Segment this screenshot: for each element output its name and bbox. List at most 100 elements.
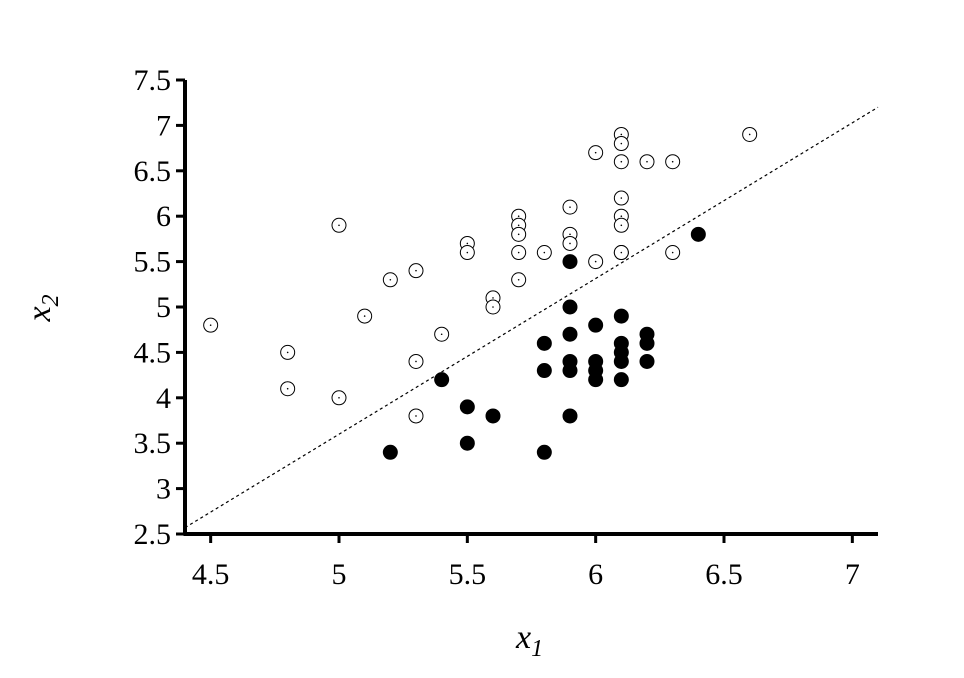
- data-point-open-center: [543, 251, 546, 254]
- x-tick-label: 5.5: [449, 558, 487, 591]
- data-point-open-center: [389, 278, 392, 281]
- data-point-open: [280, 381, 296, 397]
- data-point-open-center: [415, 269, 417, 272]
- x-tick-label: 4.5: [192, 558, 230, 591]
- data-point-open-center: [620, 142, 623, 145]
- y-tick-label: 3.5: [134, 427, 172, 460]
- data-point-filled: [562, 299, 578, 315]
- y-axis-title-base: x: [21, 306, 58, 322]
- data-point-open: [511, 245, 527, 261]
- data-point-open: [639, 154, 655, 170]
- decision-boundary: [184, 106, 879, 529]
- y-axis-title: x2: [21, 294, 64, 322]
- data-point-open: [665, 154, 681, 170]
- data-point-filled: [536, 444, 552, 460]
- y-tick-label: 6: [156, 200, 171, 233]
- data-point-open: [562, 199, 578, 215]
- y-tick-label: 5.5: [134, 246, 172, 279]
- data-point-open: [536, 245, 552, 261]
- data-point-open: [613, 154, 629, 170]
- x-axis-title: x1: [515, 619, 543, 662]
- x-tick-label: 7: [845, 558, 860, 591]
- data-point-open-center: [440, 333, 443, 336]
- data-point-open-center: [671, 160, 674, 163]
- data-point-filled: [588, 372, 604, 388]
- data-point-open-center: [517, 233, 520, 236]
- data-point-open: [408, 263, 424, 279]
- data-point-open: [588, 145, 604, 161]
- data-point-open: [613, 190, 629, 206]
- data-point-open: [408, 353, 424, 369]
- data-point-open: [742, 126, 758, 142]
- data-point-open-center: [517, 278, 520, 281]
- data-point-open-center: [620, 251, 623, 254]
- x-tick-label: 5: [332, 558, 347, 591]
- data-point-filled: [639, 335, 655, 351]
- data-point-open-center: [415, 360, 417, 363]
- data-point-open: [665, 245, 681, 261]
- data-point-open-center: [646, 160, 648, 163]
- axes: [176, 78, 878, 543]
- data-point-open-center: [286, 387, 289, 390]
- data-point-open-center: [620, 160, 623, 163]
- data-point-open: [588, 254, 604, 270]
- data-point-open-center: [569, 242, 571, 245]
- data-point-open-center: [466, 242, 469, 245]
- y-tick-label: 7: [156, 109, 171, 142]
- data-point-open: [613, 217, 629, 233]
- data-point-filled: [459, 435, 475, 451]
- data-point-filled: [562, 363, 578, 379]
- data-point-open: [434, 326, 450, 342]
- data-point-open: [613, 245, 629, 261]
- data-point-open-center: [620, 224, 623, 227]
- x-axis-title-subscript: 1: [531, 636, 543, 662]
- data-point-open: [331, 217, 347, 233]
- y-tick-label: 4: [156, 382, 171, 415]
- data-point-open-center: [569, 206, 571, 208]
- data-point-open: [382, 272, 398, 288]
- data-point-open-center: [620, 215, 623, 217]
- data-point-open: [511, 272, 527, 288]
- data-point-filled: [562, 326, 578, 342]
- data-point-filled: [434, 372, 450, 388]
- x-tick-label: 6.5: [705, 558, 743, 591]
- y-tick-label: 7.5: [134, 64, 172, 97]
- data-point-filled: [639, 353, 655, 369]
- y-tick-label: 2.5: [134, 518, 172, 551]
- data-point-filled: [382, 444, 398, 460]
- data-point-open-center: [517, 224, 520, 227]
- data-point-open-center: [363, 315, 366, 317]
- data-point-filled: [536, 335, 552, 351]
- y-tick-label: 6.5: [134, 155, 172, 188]
- data-point-filled: [562, 254, 578, 270]
- data-point-open-center: [517, 251, 520, 254]
- data-point-filled: [536, 363, 552, 379]
- data-point-open-center: [492, 306, 494, 308]
- data-point-open: [331, 390, 347, 406]
- data-point-filled: [562, 408, 578, 424]
- y-axis-title-subscript: 2: [38, 294, 64, 306]
- data-point-open: [459, 245, 475, 261]
- data-point-open: [408, 408, 424, 424]
- data-point-filled: [690, 226, 706, 242]
- series-1: [203, 126, 758, 424]
- data-point-open-center: [286, 351, 289, 354]
- data-point-open-center: [594, 151, 597, 154]
- data-point-filled: [613, 372, 629, 388]
- data-point-open: [357, 308, 373, 324]
- data-point-open-center: [671, 251, 674, 254]
- data-point-open-center: [338, 224, 340, 227]
- tick-labels: 2.5 3 3.5 4 4.5 5 5.5 6 6.5 7 7.5 4.5 5 5.5 6 6.5 7: [134, 64, 860, 591]
- data-point-open: [511, 226, 527, 242]
- y-tick-label: 4.5: [134, 336, 172, 369]
- data-point-open-center: [620, 197, 623, 199]
- data-point-open: [203, 317, 219, 333]
- data-point-open-center: [569, 233, 571, 236]
- data-points: [203, 126, 758, 460]
- data-point-open-center: [492, 297, 494, 299]
- data-point-filled: [613, 308, 629, 324]
- data-point-open-center: [620, 133, 623, 136]
- y-tick-label: 3: [156, 473, 171, 506]
